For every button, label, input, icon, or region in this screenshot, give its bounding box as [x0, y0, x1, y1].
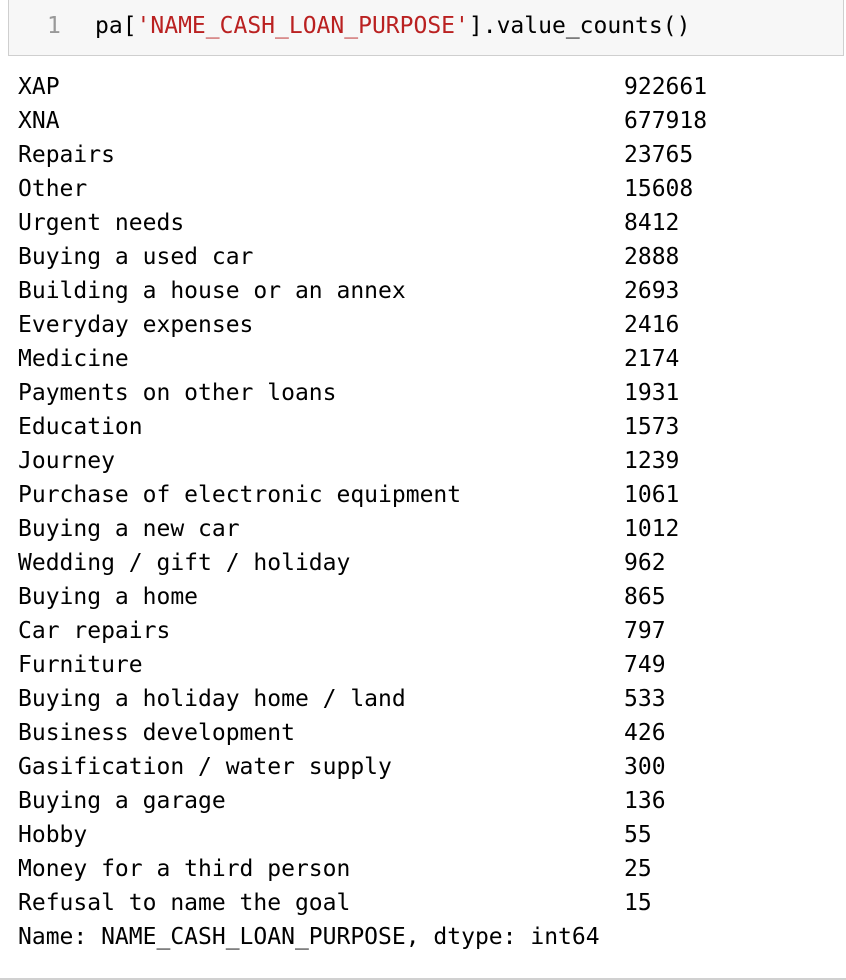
- row-count: 2693: [624, 278, 680, 304]
- output-row: Purchase of electronic equipment 1061: [18, 482, 838, 516]
- row-count: 2888: [624, 244, 680, 270]
- output-row: Buying a new car 1012: [18, 516, 838, 550]
- row-label: Buying a holiday home / land: [18, 686, 406, 712]
- row-count: 1573: [624, 414, 680, 440]
- output-row: Business development 426: [18, 720, 838, 754]
- row-label: Education: [18, 414, 143, 440]
- row-label: Payments on other loans: [18, 380, 337, 406]
- row-label: Buying a garage: [18, 788, 226, 814]
- row-label: Wedding / gift / holiday: [18, 550, 351, 576]
- row-count: 1239: [624, 448, 680, 474]
- output-row: Payments on other loans 1931: [18, 380, 838, 414]
- row-label: Everyday expenses: [18, 312, 254, 338]
- row-label: Buying a used car: [18, 244, 254, 270]
- row-label: Business development: [18, 720, 295, 746]
- output-row: Buying a used car 2888: [18, 244, 838, 278]
- row-count: 23765: [624, 142, 694, 168]
- row-count: 922661: [624, 74, 708, 100]
- row-count: 865: [624, 584, 666, 610]
- row-count: 749: [624, 652, 666, 678]
- row-label: Urgent needs: [18, 210, 185, 236]
- row-count: 426: [624, 720, 666, 746]
- row-label: Money for a third person: [18, 856, 351, 882]
- line-number: 1: [47, 13, 61, 39]
- code-prefix: pa[: [95, 13, 137, 39]
- row-count: 136: [624, 788, 666, 814]
- row-label: Car repairs: [18, 618, 171, 644]
- code-string-literal: 'NAME_CASH_LOAN_PURPOSE': [136, 13, 469, 39]
- row-label: Buying a home: [18, 584, 199, 610]
- row-count: 2174: [624, 346, 680, 372]
- row-count: 1931: [624, 380, 680, 406]
- output-row: Urgent needs 8412: [18, 210, 838, 244]
- row-count: 55: [624, 822, 652, 848]
- row-count: 797: [624, 618, 666, 644]
- row-label: Medicine: [18, 346, 129, 372]
- row-label: Gasification / water supply: [18, 754, 392, 780]
- output-row: Hobby 55: [18, 822, 838, 856]
- row-label: Other: [18, 176, 88, 202]
- code-input-cell[interactable]: 1 pa['NAME_CASH_LOAN_PURPOSE'].value_cou…: [8, 0, 844, 56]
- row-count: 300: [624, 754, 666, 780]
- code-suffix: ].value_counts(): [468, 13, 691, 39]
- row-count: 1061: [624, 482, 680, 508]
- row-count: 25: [624, 856, 652, 882]
- row-count: 677918: [624, 108, 708, 134]
- output-row: Everyday expenses 2416: [18, 312, 838, 346]
- cell-divider: [0, 978, 846, 980]
- output-row: Journey 1239: [18, 448, 838, 482]
- output-row: Money for a third person 25: [18, 856, 838, 890]
- row-label: Hobby: [18, 822, 88, 848]
- row-count: 962: [624, 550, 666, 576]
- output-row: Furniture 749: [18, 652, 838, 686]
- output-row: Refusal to name the goal 15: [18, 890, 838, 924]
- row-label: XAP: [18, 74, 60, 100]
- row-label: Building a house or an annex: [18, 278, 406, 304]
- series-footer: Name: NAME_CASH_LOAN_PURPOSE, dtype: int…: [18, 924, 600, 950]
- row-label: Purchase of electronic equipment: [18, 482, 462, 508]
- code-line[interactable]: pa['NAME_CASH_LOAN_PURPOSE'].value_count…: [95, 13, 690, 39]
- output-row: Car repairs 797: [18, 618, 838, 652]
- output-row: Other 15608: [18, 176, 838, 210]
- output-row: Buying a garage 136: [18, 788, 838, 822]
- output-row: Education 1573: [18, 414, 838, 448]
- output-row: XNA 677918: [18, 108, 838, 142]
- row-count: 1012: [624, 516, 680, 542]
- row-label: Repairs: [18, 142, 115, 168]
- output-row: Medicine 2174: [18, 346, 838, 380]
- row-count: 15: [624, 890, 652, 916]
- output-row: Buying a home 865: [18, 584, 838, 618]
- row-label: Refusal to name the goal: [18, 890, 351, 916]
- output-row: Building a house or an annex 2693: [18, 278, 838, 312]
- row-label: Furniture: [18, 652, 143, 678]
- output-row: XAP 922661: [18, 74, 838, 108]
- output-row: Wedding / gift / holiday 962: [18, 550, 838, 584]
- row-count: 533: [624, 686, 666, 712]
- row-count: 2416: [624, 312, 680, 338]
- row-count: 15608: [624, 176, 694, 202]
- row-count: 8412: [624, 210, 680, 236]
- output-area: XAP 922661 XNA 677918 Repairs 23765 Other 15608…: [18, 74, 838, 924]
- row-label: XNA: [18, 108, 60, 134]
- output-row: Repairs 23765: [18, 142, 838, 176]
- row-label: Journey: [18, 448, 115, 474]
- output-row: Gasification / water supply 300: [18, 754, 838, 788]
- output-row: Buying a holiday home / land 533: [18, 686, 838, 720]
- row-label: Buying a new car: [18, 516, 240, 542]
